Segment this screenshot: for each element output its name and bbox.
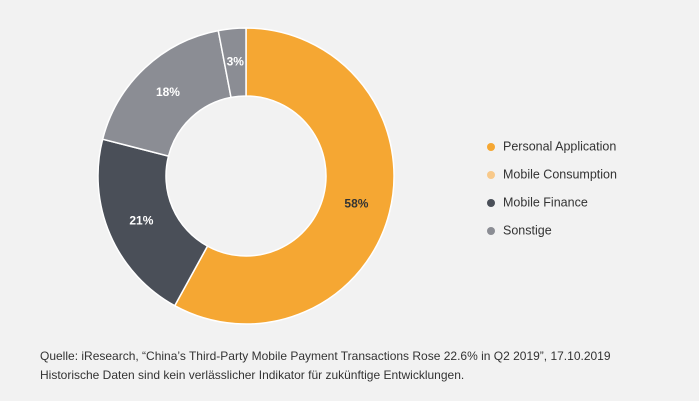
- source: Quelle: iResearch, “China’s Third-Party …: [40, 349, 611, 363]
- legend-label: Sonstige: [503, 223, 552, 237]
- legend-label: Personal Application: [503, 139, 616, 153]
- slice-label: 58%: [344, 197, 368, 211]
- legend-marker: [487, 227, 495, 235]
- legend-marker: [487, 199, 495, 207]
- slice-label: 21%: [129, 213, 153, 227]
- slice: [97, 138, 209, 307]
- disclaimer: Historische Daten sind kein verlässliche…: [40, 368, 464, 382]
- legend-marker: [487, 143, 495, 151]
- legend-label: Mobile Finance: [503, 195, 588, 209]
- legend-marker: [487, 171, 495, 179]
- slice-label: 18%: [156, 85, 180, 99]
- legend-label: Mobile Consumption: [503, 167, 617, 181]
- slice-label: 3%: [227, 55, 245, 69]
- slice: [217, 27, 247, 99]
- slice: [173, 27, 395, 325]
